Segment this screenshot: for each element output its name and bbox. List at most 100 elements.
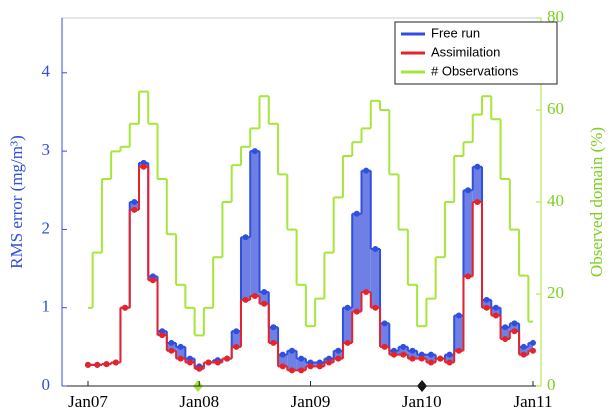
point	[363, 167, 370, 174]
point	[492, 312, 499, 319]
point	[335, 355, 342, 362]
point	[326, 359, 333, 366]
difference-fill	[482, 299, 492, 308]
difference-fill	[463, 190, 473, 277]
y2-tick-label: 60	[547, 99, 564, 118]
point	[344, 339, 351, 346]
point	[353, 210, 360, 217]
difference-fill	[352, 213, 362, 312]
difference-fill	[491, 307, 501, 316]
difference-fill	[519, 346, 529, 355]
difference-fill	[259, 292, 269, 304]
point	[409, 355, 416, 362]
point	[381, 343, 388, 350]
y-tick-label: 2	[42, 218, 51, 237]
point	[251, 148, 258, 155]
difference-fill	[407, 350, 418, 359]
point	[270, 324, 277, 331]
y-tick-label: 0	[42, 375, 51, 394]
point	[177, 343, 184, 350]
point	[94, 361, 101, 368]
point	[446, 359, 453, 366]
difference-fill	[166, 342, 177, 351]
point	[492, 304, 499, 311]
point	[502, 336, 509, 343]
y2-tick-label: 20	[547, 283, 564, 302]
difference-fill	[500, 327, 510, 340]
x-tick-label: Jan07	[68, 392, 108, 411]
legend-label: # Observations	[431, 63, 519, 78]
difference-fill	[370, 248, 381, 308]
point	[483, 304, 490, 311]
point	[363, 289, 370, 296]
point	[483, 296, 490, 303]
y-tick-label: 1	[42, 297, 51, 316]
point	[205, 359, 212, 366]
point	[112, 359, 119, 366]
point	[307, 363, 314, 370]
point	[381, 320, 388, 327]
difference-fill	[454, 315, 464, 351]
point	[177, 355, 184, 362]
difference-fill	[472, 166, 483, 202]
difference-fill	[528, 342, 533, 351]
difference-fill	[287, 350, 297, 371]
difference-fill	[333, 350, 343, 359]
point	[196, 365, 203, 372]
x-tick-label: Jan08	[179, 392, 219, 411]
difference-fill	[250, 151, 260, 296]
point	[390, 351, 397, 358]
point	[465, 273, 472, 280]
difference-fill	[231, 331, 241, 347]
point	[372, 245, 379, 252]
point	[530, 347, 536, 354]
difference-fill	[176, 346, 186, 359]
point	[242, 234, 249, 241]
point	[455, 312, 462, 319]
point	[409, 347, 416, 354]
point	[168, 339, 175, 346]
difference-fill	[240, 237, 251, 300]
point	[103, 361, 110, 368]
difference-fill	[361, 170, 371, 293]
difference-fill	[444, 354, 455, 363]
point	[186, 359, 193, 366]
difference-fill	[426, 354, 436, 363]
point	[131, 199, 138, 205]
point	[233, 328, 240, 335]
difference-fill	[398, 346, 408, 355]
point	[428, 351, 435, 358]
point	[511, 328, 518, 335]
y2-tick-label: 0	[547, 375, 556, 394]
difference-fill	[129, 202, 139, 210]
point	[279, 351, 286, 358]
difference-fill	[278, 354, 288, 367]
point	[372, 304, 379, 311]
point	[520, 351, 527, 358]
point	[270, 339, 277, 346]
point	[242, 296, 249, 303]
point	[288, 367, 295, 374]
point	[502, 324, 509, 331]
point	[520, 343, 527, 350]
x-tick-label: Jan10	[402, 392, 442, 411]
point	[85, 361, 91, 368]
point	[214, 359, 221, 366]
point	[279, 363, 286, 370]
point	[288, 347, 295, 354]
x-tick-label: Jan11	[513, 392, 552, 411]
difference-fill	[296, 358, 306, 371]
point	[159, 332, 166, 339]
y2-axis-label: Observed domain (%)	[587, 127, 606, 277]
difference-fill	[509, 323, 520, 332]
point	[131, 206, 138, 213]
legend-label: Free run	[431, 25, 480, 40]
point	[428, 359, 435, 366]
point	[465, 187, 472, 194]
difference-fill	[342, 307, 353, 343]
y-axis-label: RMS error (mg/m³)	[7, 135, 26, 269]
point	[261, 300, 268, 307]
point	[474, 163, 481, 170]
point	[344, 304, 351, 311]
point	[437, 355, 444, 362]
